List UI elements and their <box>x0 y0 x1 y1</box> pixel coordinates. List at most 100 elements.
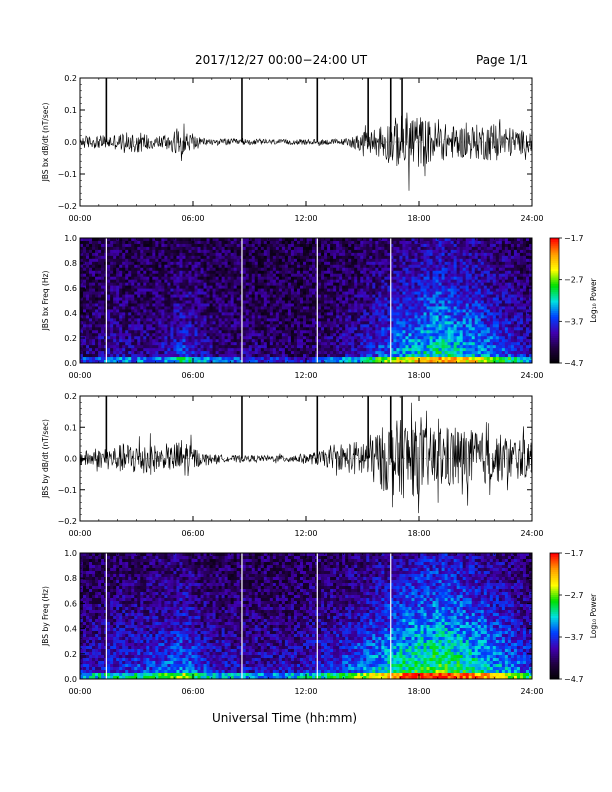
heatmap-cell <box>272 258 277 263</box>
heatmap-cell <box>83 294 87 298</box>
heatmap-cell <box>212 327 216 331</box>
heatmap-cell <box>360 267 364 272</box>
heatmap-cell <box>269 270 274 275</box>
heatmap-cell <box>299 306 304 310</box>
heatmap-cell <box>420 261 424 266</box>
heatmap-cell <box>215 303 219 307</box>
heatmap-cell <box>360 261 364 266</box>
heatmap-cell <box>134 243 138 248</box>
heatmap-cell <box>224 282 228 286</box>
heatmap-cell <box>390 246 394 251</box>
heatmap-cell <box>287 351 292 355</box>
heatmap-cell <box>191 300 195 304</box>
heatmap-cell <box>266 243 271 248</box>
heatmap-cell <box>348 360 352 364</box>
heatmap-cell <box>324 249 328 254</box>
heatmap-cell <box>86 321 90 325</box>
heatmap-cell <box>167 351 171 355</box>
heatmap-cell <box>164 336 168 340</box>
heatmap-cell <box>302 243 307 248</box>
heatmap-cell <box>110 276 114 280</box>
heatmap-cell <box>203 321 207 325</box>
heatmap-cell <box>191 312 195 316</box>
heatmap-cell <box>107 276 111 280</box>
heatmap-cell <box>131 327 135 331</box>
heatmap-cell <box>336 321 340 325</box>
heatmap-cell <box>107 297 111 301</box>
heatmap-cell <box>330 261 334 266</box>
heatmap-cell <box>309 279 313 283</box>
heatmap-cell <box>89 255 93 260</box>
heatmap-cell <box>236 243 240 248</box>
heatmap-cell <box>128 270 132 275</box>
heatmap-cell <box>354 357 358 361</box>
heatmap-cell <box>330 330 334 334</box>
heatmap-cell <box>89 294 93 298</box>
heatmap-cell <box>426 321 430 325</box>
heatmap-cell <box>203 252 207 257</box>
heatmap-cell <box>423 345 427 349</box>
heatmap-cell <box>405 291 409 295</box>
heatmap-cell <box>101 243 105 248</box>
heatmap-cell <box>269 291 274 295</box>
heatmap-cell <box>92 276 96 280</box>
heatmap-cell <box>191 324 195 328</box>
heatmap-cell <box>417 348 421 352</box>
heatmap-cell <box>125 357 129 361</box>
heatmap-cell <box>104 312 108 316</box>
heatmap-cell <box>272 306 277 310</box>
heatmap-cell <box>411 240 415 245</box>
heatmap-cell <box>197 288 201 292</box>
heatmap-cell <box>242 306 247 310</box>
heatmap-cell <box>233 255 237 260</box>
heatmap-cell <box>191 342 195 346</box>
heatmap-cell <box>351 252 355 257</box>
heatmap-cell <box>230 309 234 313</box>
heatmap-cell <box>167 246 171 251</box>
heatmap-cell <box>113 351 117 355</box>
heatmap-cell <box>242 285 247 289</box>
heatmap-cell <box>417 327 421 331</box>
heatmap-cell <box>290 252 295 257</box>
heatmap-cell <box>209 345 213 349</box>
heatmap-cell <box>333 252 337 257</box>
heatmap-cell <box>239 249 244 254</box>
heatmap-cell <box>354 351 358 355</box>
heatmap-cell <box>128 309 132 313</box>
heatmap-cell <box>215 345 219 349</box>
heatmap-cell <box>296 243 301 248</box>
heatmap-cell <box>155 345 159 349</box>
heatmap-cell <box>399 240 403 245</box>
heatmap-cell <box>342 321 346 325</box>
heatmap-cell <box>230 354 234 358</box>
heatmap-cell <box>302 255 307 260</box>
heatmap-cell <box>260 279 265 283</box>
heatmap-cell <box>101 246 105 251</box>
heatmap-cell <box>278 327 283 331</box>
heatmap-cell <box>98 246 102 251</box>
heatmap-cell <box>423 264 427 269</box>
heatmap-cell <box>155 246 159 251</box>
heatmap-cell <box>402 336 406 340</box>
heatmap-cell <box>98 238 102 242</box>
heatmap-cell <box>357 270 361 275</box>
heatmap-cell <box>179 252 183 257</box>
heatmap-cell <box>263 294 268 298</box>
heatmap-cell <box>284 342 289 346</box>
heatmap-cell <box>393 351 397 355</box>
heatmap-cell <box>402 246 406 251</box>
heatmap-cell <box>342 315 346 319</box>
heatmap-cell <box>399 303 403 307</box>
heatmap-cell <box>420 303 424 307</box>
heatmap-cell <box>176 246 180 251</box>
heatmap-cell <box>272 267 277 272</box>
heatmap-cell <box>215 312 219 316</box>
heatmap-cell <box>260 238 265 242</box>
heatmap-cell <box>393 342 397 346</box>
heatmap-cell <box>423 330 427 334</box>
heatmap-cell <box>266 348 271 352</box>
heatmap-cell <box>248 270 253 275</box>
heatmap-cell <box>119 238 123 242</box>
heatmap-cell <box>110 315 114 319</box>
heatmap-cell <box>336 309 340 313</box>
